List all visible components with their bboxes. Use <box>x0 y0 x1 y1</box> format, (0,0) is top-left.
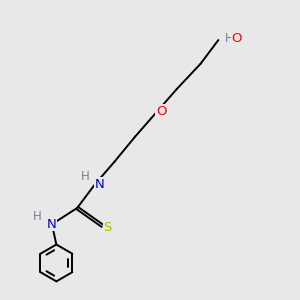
Text: N: N <box>47 218 57 231</box>
Text: O: O <box>232 32 242 45</box>
Text: H: H <box>81 170 90 183</box>
Text: H: H <box>224 32 233 45</box>
Text: S: S <box>103 221 112 234</box>
Text: H: H <box>33 210 42 224</box>
Text: O: O <box>156 105 166 118</box>
Text: N: N <box>94 178 104 191</box>
